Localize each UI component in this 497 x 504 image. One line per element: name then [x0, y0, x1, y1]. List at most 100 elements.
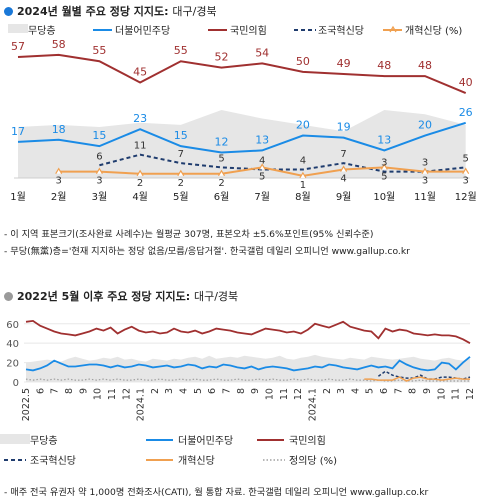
reform-point	[55, 167, 63, 174]
x-tick-label-trend: 9	[422, 388, 433, 394]
data-label-reform: 5	[259, 171, 265, 182]
section2-title: 2022년 5월 이후 주요 정당 지지도: 대구/경북	[4, 288, 238, 304]
x-tick-label-trend: 11	[107, 388, 118, 400]
data-label-s2: 57	[11, 40, 25, 53]
none-party-area	[18, 110, 466, 178]
justice-line	[25, 378, 470, 382]
data-label-s2: 52	[215, 51, 229, 64]
data-label-reform: 2	[137, 178, 143, 189]
reform-point	[380, 163, 388, 170]
x-tick-label-trend: 6	[35, 388, 46, 394]
dp-line-trend	[25, 356, 471, 372]
legend-label-1: 더불어민주당	[115, 25, 170, 37]
reform-point	[95, 167, 103, 174]
reform-point	[299, 171, 307, 179]
legend-swatch-none	[8, 24, 28, 33]
data-label-reform: 3	[56, 176, 62, 187]
data-label-s2: 55	[174, 44, 188, 57]
x-tick-label-trend: 7	[50, 388, 61, 394]
x-tick-label-trend: 7	[222, 388, 233, 394]
x-tick-label-trend: 10	[264, 388, 275, 400]
x-tick-label-trend: 12	[121, 388, 132, 400]
y-tick-label: 0	[13, 378, 19, 389]
data-label-s2: 48	[418, 59, 432, 72]
section1-title: 2024년 월별 주요 정당 지지도: 대구/경북	[4, 3, 217, 19]
legend-label-3: 조국혁신당	[318, 25, 364, 37]
reform-point	[421, 167, 429, 174]
reform-point	[258, 163, 266, 170]
x-tick-label-trend: 2	[150, 388, 161, 394]
data-label-s2: 40	[459, 76, 473, 89]
x-tick-label-trend: 4	[350, 388, 361, 394]
reform-point	[136, 169, 144, 177]
reform-point	[177, 169, 185, 177]
data-label-s1: 18	[52, 123, 66, 136]
dp-line	[17, 121, 466, 154]
x-tick-label: 9월	[336, 191, 352, 203]
data-label-reform: 1	[300, 180, 306, 191]
section2-region: 대구/경북	[193, 290, 239, 303]
x-tick-label-trend: 5	[193, 388, 204, 394]
data-label-rebuild: 7	[340, 149, 346, 160]
x-tick-label-trend: 2	[322, 388, 333, 394]
x-tick-label-trend: 7	[393, 388, 404, 394]
data-label-rebuild: 3	[381, 158, 387, 169]
data-label-rebuild: 6	[96, 151, 102, 162]
x-tick-label-trend: 12	[465, 388, 476, 400]
data-label-s2: 45	[133, 65, 147, 78]
data-label-rebuild: 4	[300, 156, 306, 167]
data-label-s2: 50	[296, 55, 310, 68]
data-label-s2: 48	[377, 59, 391, 72]
y-tick-label: 40	[6, 339, 19, 350]
data-label-s1: 15	[92, 129, 106, 142]
x-tick-label: 12월	[455, 191, 477, 203]
data-label-s1: 26	[459, 106, 473, 119]
data-label-reform: 2	[218, 178, 224, 189]
reform-point	[462, 167, 470, 174]
y-tick-label: 20	[6, 359, 19, 370]
legend-marker-reform	[389, 25, 397, 33]
x-tick-label: 5월	[173, 191, 189, 203]
data-label-reform: 3	[96, 176, 102, 187]
data-label-s1: 13	[377, 133, 391, 146]
reform-point	[340, 165, 348, 172]
legend2-label-4: 개혁신당	[178, 455, 215, 467]
x-tick-label-trend: 9	[250, 388, 261, 394]
x-tick-label-trend: 5	[365, 388, 376, 394]
data-label-s1: 20	[418, 119, 432, 132]
section2-bullet-icon	[4, 292, 13, 301]
x-tick-label-trend: 12	[293, 388, 304, 400]
data-label-s2: 58	[52, 38, 66, 51]
legend2-label-5: 정의당 (%)	[289, 455, 337, 467]
data-label-s2: 49	[337, 57, 351, 70]
footer-note: - 매주 전국 유권자 약 1,000명 전화조사(CATI), 월 통합 자료…	[4, 487, 429, 498]
note-definition: - 무당(無黨)층='현재 지지하는 정당 없음/모름/응답거절'. 한국갤럽 …	[4, 246, 410, 257]
data-label-reform: 2	[178, 178, 184, 189]
data-label-s2: 55	[92, 44, 106, 57]
reform-point	[217, 169, 226, 177]
data-label-rebuild: 5	[218, 153, 224, 164]
x-tick-label: 3월	[92, 191, 108, 203]
x-tick-label-trend: 3	[164, 388, 175, 394]
x-tick-label-trend: 8	[64, 388, 75, 394]
y-tick-label: 60	[6, 320, 19, 331]
x-tick-label-trend: 6	[379, 388, 390, 394]
data-label-rebuild: 7	[178, 149, 184, 160]
section2-title-text: 2022년 5월 이후 주요 정당 지지도:	[17, 290, 191, 303]
x-tick-label-trend: 8	[408, 388, 419, 394]
x-tick-label: 7월	[254, 191, 270, 203]
section1-title-text: 2024년 월별 주요 정당 지지도:	[17, 5, 169, 18]
legend2-label-2: 국민의힘	[289, 435, 326, 447]
rebuild-line	[99, 153, 466, 173]
data-label-s1: 20	[296, 119, 310, 132]
legend-label-4: 개혁신당 (%)	[405, 25, 462, 37]
none-party-area-trend	[26, 354, 470, 382]
x-tick-label: 11월	[414, 191, 436, 203]
x-tick-label: 1월	[10, 191, 26, 203]
data-label-rebuild: 4	[259, 156, 265, 167]
x-tick-label-trend: 11	[279, 388, 290, 400]
data-label-rebuild: 11	[134, 141, 147, 152]
legend2-label-3: 조국혁신당	[30, 455, 76, 467]
